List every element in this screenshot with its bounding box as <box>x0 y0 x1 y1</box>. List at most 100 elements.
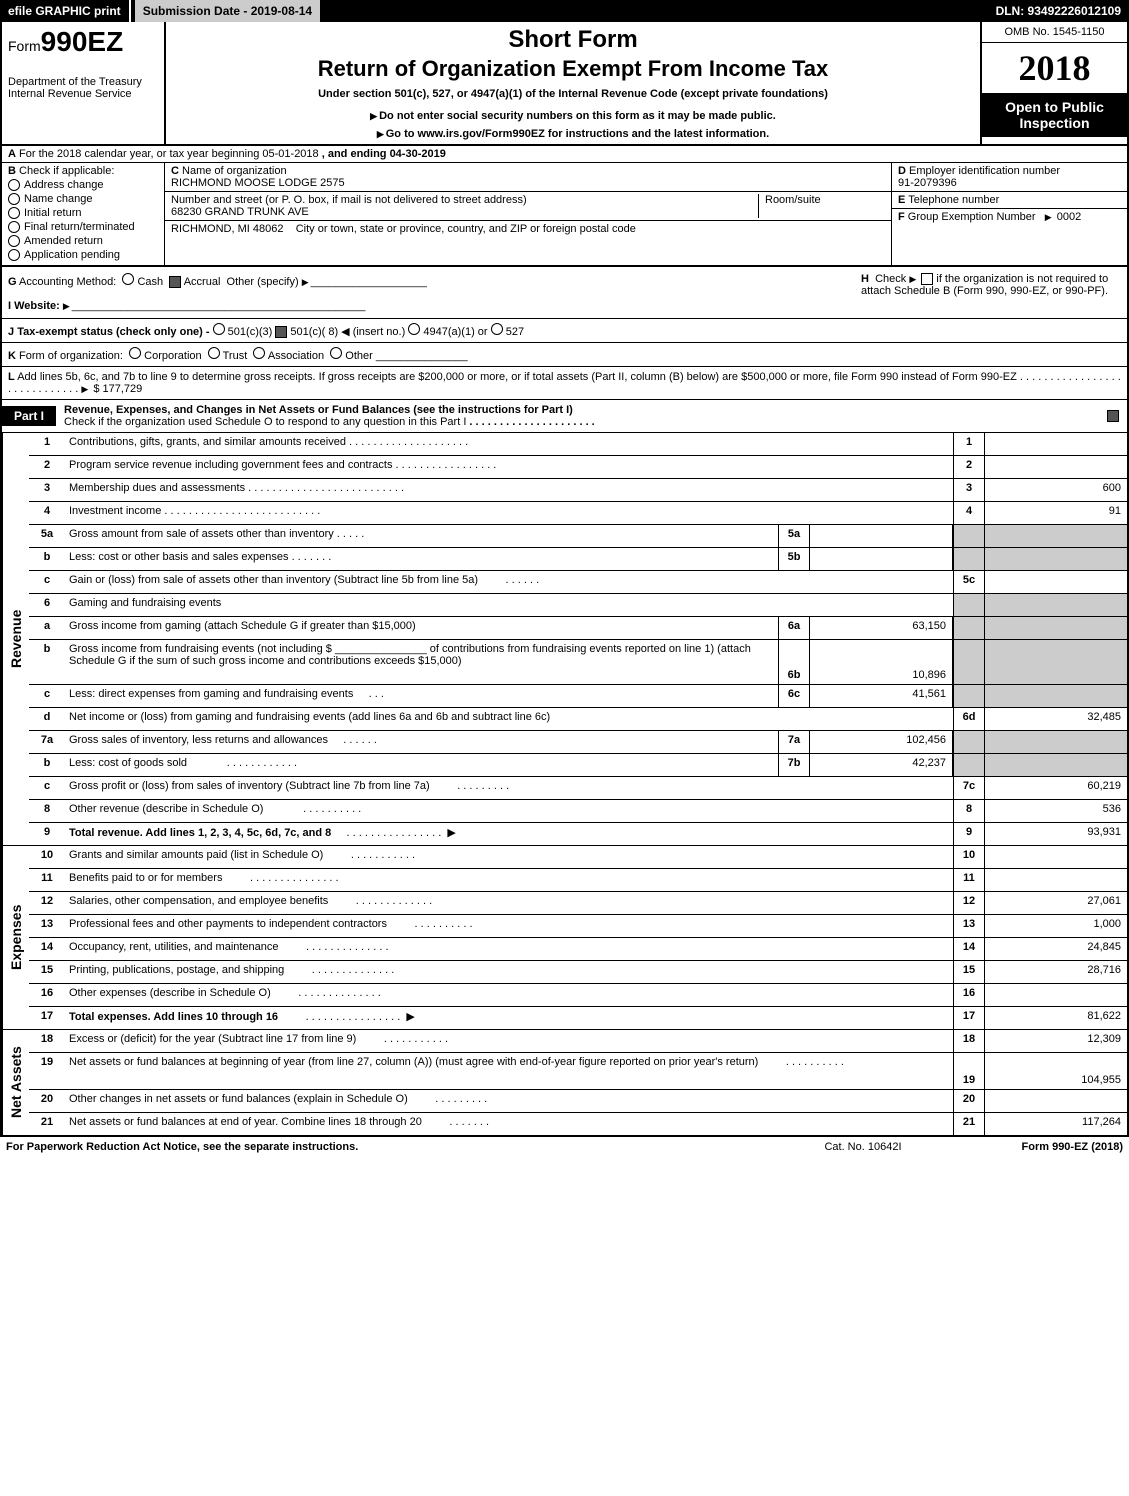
header-center: Short Form Return of Organization Exempt… <box>166 22 980 144</box>
footer-center: Cat. No. 10642I <box>824 1141 901 1153</box>
rnum: 14 <box>953 938 984 960</box>
chk-address-change[interactable]: Address change <box>8 179 158 191</box>
checked-icon[interactable] <box>275 326 287 338</box>
goto-text[interactable]: Go to www.irs.gov/Form990EZ for instruct… <box>386 128 769 140</box>
mid-box: 5a <box>778 525 810 547</box>
f-text: Group Exemption Number <box>908 211 1036 223</box>
checkbox-icon[interactable] <box>921 273 933 285</box>
rval <box>984 433 1127 455</box>
mid-val: 102,456 <box>810 731 953 753</box>
radio-icon <box>8 179 20 191</box>
rnum: 18 <box>953 1030 984 1052</box>
line-6a: a Gross income from gaming (attach Sched… <box>29 617 1127 640</box>
line-6d: d Net income or (loss) from gaming and f… <box>29 708 1127 731</box>
lnum: b <box>29 754 65 776</box>
revenue-section: Revenue 1 Contributions, gifts, grants, … <box>2 433 1127 845</box>
tax-year: 2018 <box>982 43 1127 93</box>
l-row: L Add lines 5b, 6c, and 7b to line 9 to … <box>2 367 1127 400</box>
radio-icon[interactable] <box>208 347 220 359</box>
street-label: Number and street (or P. O. box, if mail… <box>171 194 527 206</box>
g-other: Other (specify) <box>227 276 299 288</box>
e-text: Telephone number <box>908 194 999 206</box>
g-section: G Accounting Method: Cash Accrual Other … <box>8 273 427 312</box>
rnum: 4 <box>953 502 984 524</box>
radio-icon <box>8 235 20 247</box>
ldesc: Net assets or fund balances at end of ye… <box>65 1113 953 1135</box>
rval <box>984 846 1127 868</box>
mid-box: 6b <box>778 640 810 684</box>
k-trust: Trust <box>223 350 248 362</box>
lnum: 18 <box>29 1030 65 1052</box>
radio-icon[interactable] <box>129 347 141 359</box>
rval: 117,264 <box>984 1113 1127 1135</box>
rnum: 13 <box>953 915 984 937</box>
radio-icon[interactable] <box>122 273 134 285</box>
b-right: D Employer identification number 91-2079… <box>891 163 1127 265</box>
mid-val: 10,896 <box>810 640 953 684</box>
lnum: 19 <box>29 1053 65 1089</box>
radio-icon[interactable] <box>408 323 420 335</box>
line-11: 11 Benefits paid to or for members . . .… <box>29 869 1127 892</box>
rval: 91 <box>984 502 1127 524</box>
header-right: OMB No. 1545-1150 2018 Open to Public In… <box>980 22 1127 144</box>
i-text: Website: <box>14 300 60 312</box>
rval <box>984 456 1127 478</box>
chk-amended-return[interactable]: Amended return <box>8 235 158 247</box>
ldesc: Gaming and fundraising events <box>65 594 953 616</box>
footer-left: For Paperwork Reduction Act Notice, see … <box>6 1141 358 1153</box>
chk-final-return[interactable]: Final return/terminated <box>8 221 158 233</box>
part1-label: Part I <box>2 406 56 426</box>
ldesc: Other expenses (describe in Schedule O) … <box>65 984 953 1006</box>
chk-name-change[interactable]: Name change <box>8 193 158 205</box>
footer: For Paperwork Reduction Act Notice, see … <box>0 1137 1129 1157</box>
check-if: Check if applicable: <box>19 165 114 177</box>
radio-icon[interactable] <box>491 323 503 335</box>
lnum: 6 <box>29 594 65 616</box>
line-3: 3 Membership dues and assessments . . . … <box>29 479 1127 502</box>
rval: 12,309 <box>984 1030 1127 1052</box>
chk-label: Amended return <box>24 235 103 247</box>
radio-icon[interactable] <box>213 323 225 335</box>
revenue-sidebar: Revenue <box>2 433 29 845</box>
j-text: Tax-exempt status (check only one) - <box>17 326 209 338</box>
ldesc: Total expenses. Add lines 10 through 16 … <box>65 1007 953 1029</box>
lnum: c <box>29 685 65 707</box>
rnum: 21 <box>953 1113 984 1135</box>
chk-initial-return[interactable]: Initial return <box>8 207 158 219</box>
rnum: 20 <box>953 1090 984 1112</box>
line-6c: c Less: direct expenses from gaming and … <box>29 685 1127 708</box>
lnum: 10 <box>29 846 65 868</box>
ldesc: Excess or (deficit) for the year (Subtra… <box>65 1030 953 1052</box>
radio-icon <box>8 249 20 261</box>
mid-box: 6c <box>778 685 810 707</box>
chk-label: Final return/terminated <box>24 221 135 233</box>
return-title: Return of Organization Exempt From Incom… <box>174 56 972 82</box>
chk-application-pending[interactable]: Application pending <box>8 249 158 261</box>
rval-shaded <box>984 594 1127 616</box>
under-section: Under section 501(c), 527, or 4947(a)(1)… <box>174 88 972 100</box>
lnum: b <box>29 548 65 570</box>
rval <box>984 1090 1127 1112</box>
line-6: 6 Gaming and fundraising events <box>29 594 1127 617</box>
checked-icon[interactable] <box>1107 410 1119 422</box>
checked-icon[interactable] <box>169 276 181 288</box>
ldesc: Gross income from gaming (attach Schedul… <box>65 617 778 639</box>
mid-val <box>810 548 953 570</box>
efile-label[interactable]: efile GRAPHIC print <box>0 0 131 22</box>
line-10: 10 Grants and similar amounts paid (list… <box>29 846 1127 869</box>
ldesc: Gross sales of inventory, less returns a… <box>65 731 778 753</box>
j-opt3: 4947(a)(1) or <box>423 326 487 338</box>
label-f: F <box>898 211 905 223</box>
line-9: 9 Total revenue. Add lines 1, 2, 3, 4, 5… <box>29 823 1127 845</box>
chk-label: Initial return <box>24 207 81 219</box>
ldesc: Benefits paid to or for members . . . . … <box>65 869 953 891</box>
rval: 81,622 <box>984 1007 1127 1029</box>
radio-icon[interactable] <box>330 347 342 359</box>
lnum: 2 <box>29 456 65 478</box>
k-text: Form of organization: <box>19 350 123 362</box>
line-5b: b Less: cost or other basis and sales ex… <box>29 548 1127 571</box>
radio-icon[interactable] <box>253 347 265 359</box>
netassets-section: Net Assets 18 Excess or (deficit) for th… <box>2 1029 1127 1135</box>
rnum: 15 <box>953 961 984 983</box>
j-row: J Tax-exempt status (check only one) - 5… <box>2 319 1127 343</box>
